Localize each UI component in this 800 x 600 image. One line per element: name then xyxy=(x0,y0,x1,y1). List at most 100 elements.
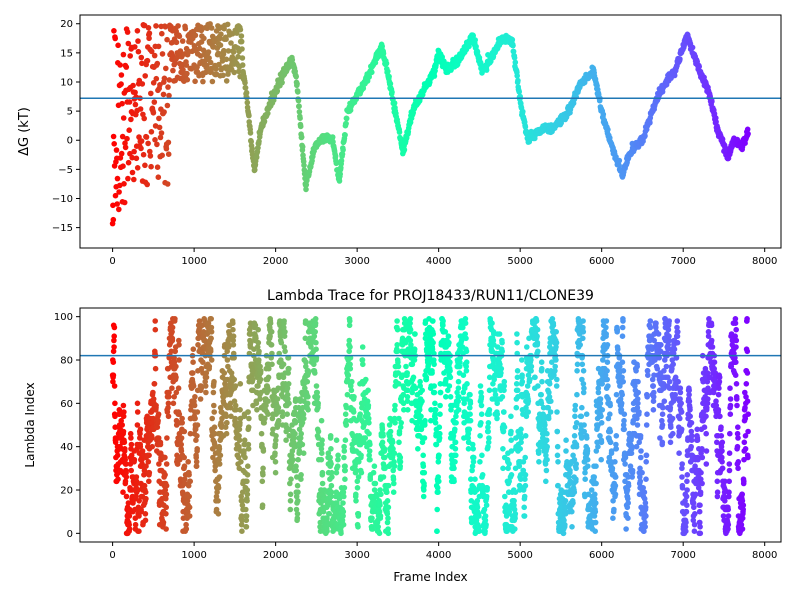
dg-point xyxy=(142,162,148,169)
lambda-point xyxy=(315,400,322,407)
lambda-point xyxy=(361,422,367,428)
lambda-point xyxy=(431,383,438,389)
dg-point xyxy=(122,140,128,146)
lambda-point xyxy=(595,443,601,450)
lambda-point xyxy=(539,365,545,372)
lambda-point xyxy=(150,396,157,402)
lambda-point xyxy=(176,411,183,418)
lambda-point xyxy=(163,461,170,467)
lambda-point xyxy=(554,409,560,415)
dg-point xyxy=(303,186,309,193)
lambda-point xyxy=(342,411,349,418)
lambda-point xyxy=(259,478,266,485)
dg-point xyxy=(142,73,148,79)
lambda-point xyxy=(163,526,169,532)
dg-point xyxy=(153,23,159,29)
dg-point xyxy=(207,59,214,66)
lambda-point xyxy=(367,441,373,448)
lambda-point xyxy=(463,348,470,355)
dg-point xyxy=(128,116,134,123)
lambda-point xyxy=(430,339,436,346)
lambda-point xyxy=(581,385,587,392)
dg-point xyxy=(293,73,300,80)
lambda-point xyxy=(351,394,357,400)
lambda-point xyxy=(194,446,200,452)
lambda-point xyxy=(243,506,249,513)
lambda-point xyxy=(569,524,575,530)
lambda-point xyxy=(122,456,128,463)
dg-x-tick-label: 3000 xyxy=(344,256,369,267)
dg-x-tick-label: 2000 xyxy=(263,256,288,267)
lambda-point xyxy=(156,461,162,467)
dg-y-axis-label: ΔG (kT) xyxy=(17,107,32,156)
lambda-point xyxy=(365,402,372,409)
dg-point xyxy=(339,151,346,157)
lambda-point xyxy=(163,491,170,498)
lambda-point xyxy=(231,376,237,383)
lambda-point xyxy=(312,329,319,335)
lambda-point xyxy=(452,439,459,446)
lambda-point xyxy=(267,320,274,327)
dg-point xyxy=(215,50,221,57)
lambda-point xyxy=(592,519,599,526)
lambda-point xyxy=(173,374,179,381)
lambda-point xyxy=(377,513,384,519)
lambda-point xyxy=(194,409,201,415)
lambda-point xyxy=(573,443,580,450)
dg-point xyxy=(110,216,117,223)
dg-point xyxy=(696,63,702,70)
lambda-point xyxy=(447,374,454,381)
lambda-point xyxy=(176,342,182,348)
lambda-point xyxy=(282,348,288,355)
lambda-point xyxy=(193,459,200,465)
dg-point xyxy=(139,81,146,87)
dg-point xyxy=(600,111,607,118)
dg-point xyxy=(242,85,249,91)
lambda-point xyxy=(230,326,236,333)
lambda-point xyxy=(293,467,300,474)
lambda-point xyxy=(467,400,474,407)
dg-point xyxy=(236,68,242,75)
dg-point xyxy=(253,154,260,161)
lambda-point xyxy=(314,394,321,400)
lambda-point xyxy=(366,420,372,426)
lambda-point xyxy=(583,411,590,418)
lambda-point xyxy=(432,400,438,407)
dg-point xyxy=(155,174,162,180)
lambda-point xyxy=(389,439,396,446)
lambda-point xyxy=(164,409,171,415)
lambda-point xyxy=(418,413,424,420)
lambda-point xyxy=(190,370,196,376)
lambda-point xyxy=(178,435,185,441)
lambda-point xyxy=(137,435,143,441)
lambda-point xyxy=(237,407,243,413)
lambda-point xyxy=(169,337,176,344)
lambda-point xyxy=(348,387,355,394)
lambda-point xyxy=(411,346,418,353)
lambda-point xyxy=(211,409,217,415)
lambda-point xyxy=(419,387,426,394)
dg-x-tick-label: 6000 xyxy=(589,256,614,267)
lambda-point xyxy=(472,476,478,483)
lambda-point xyxy=(230,320,236,327)
lambda-point xyxy=(141,472,147,478)
lambda-point xyxy=(181,454,187,461)
lambda-point xyxy=(211,378,217,385)
dg-y-tick-label: 15 xyxy=(60,48,73,59)
lambda-point xyxy=(508,428,514,435)
lambda-point xyxy=(478,411,485,418)
lambda-point xyxy=(384,489,390,496)
lambda-point xyxy=(522,454,528,461)
lambda-point xyxy=(543,437,550,444)
dg-point xyxy=(173,39,180,46)
dg-point xyxy=(220,72,226,79)
lambda-point xyxy=(192,415,198,422)
lambda-point xyxy=(553,357,559,363)
lambda-point xyxy=(522,482,529,489)
lambda-point xyxy=(304,400,311,407)
dg-point xyxy=(200,78,206,85)
lambda-point xyxy=(420,463,427,470)
lambda-point xyxy=(574,368,580,374)
lambda-point xyxy=(111,337,117,344)
dg-point xyxy=(175,23,181,29)
